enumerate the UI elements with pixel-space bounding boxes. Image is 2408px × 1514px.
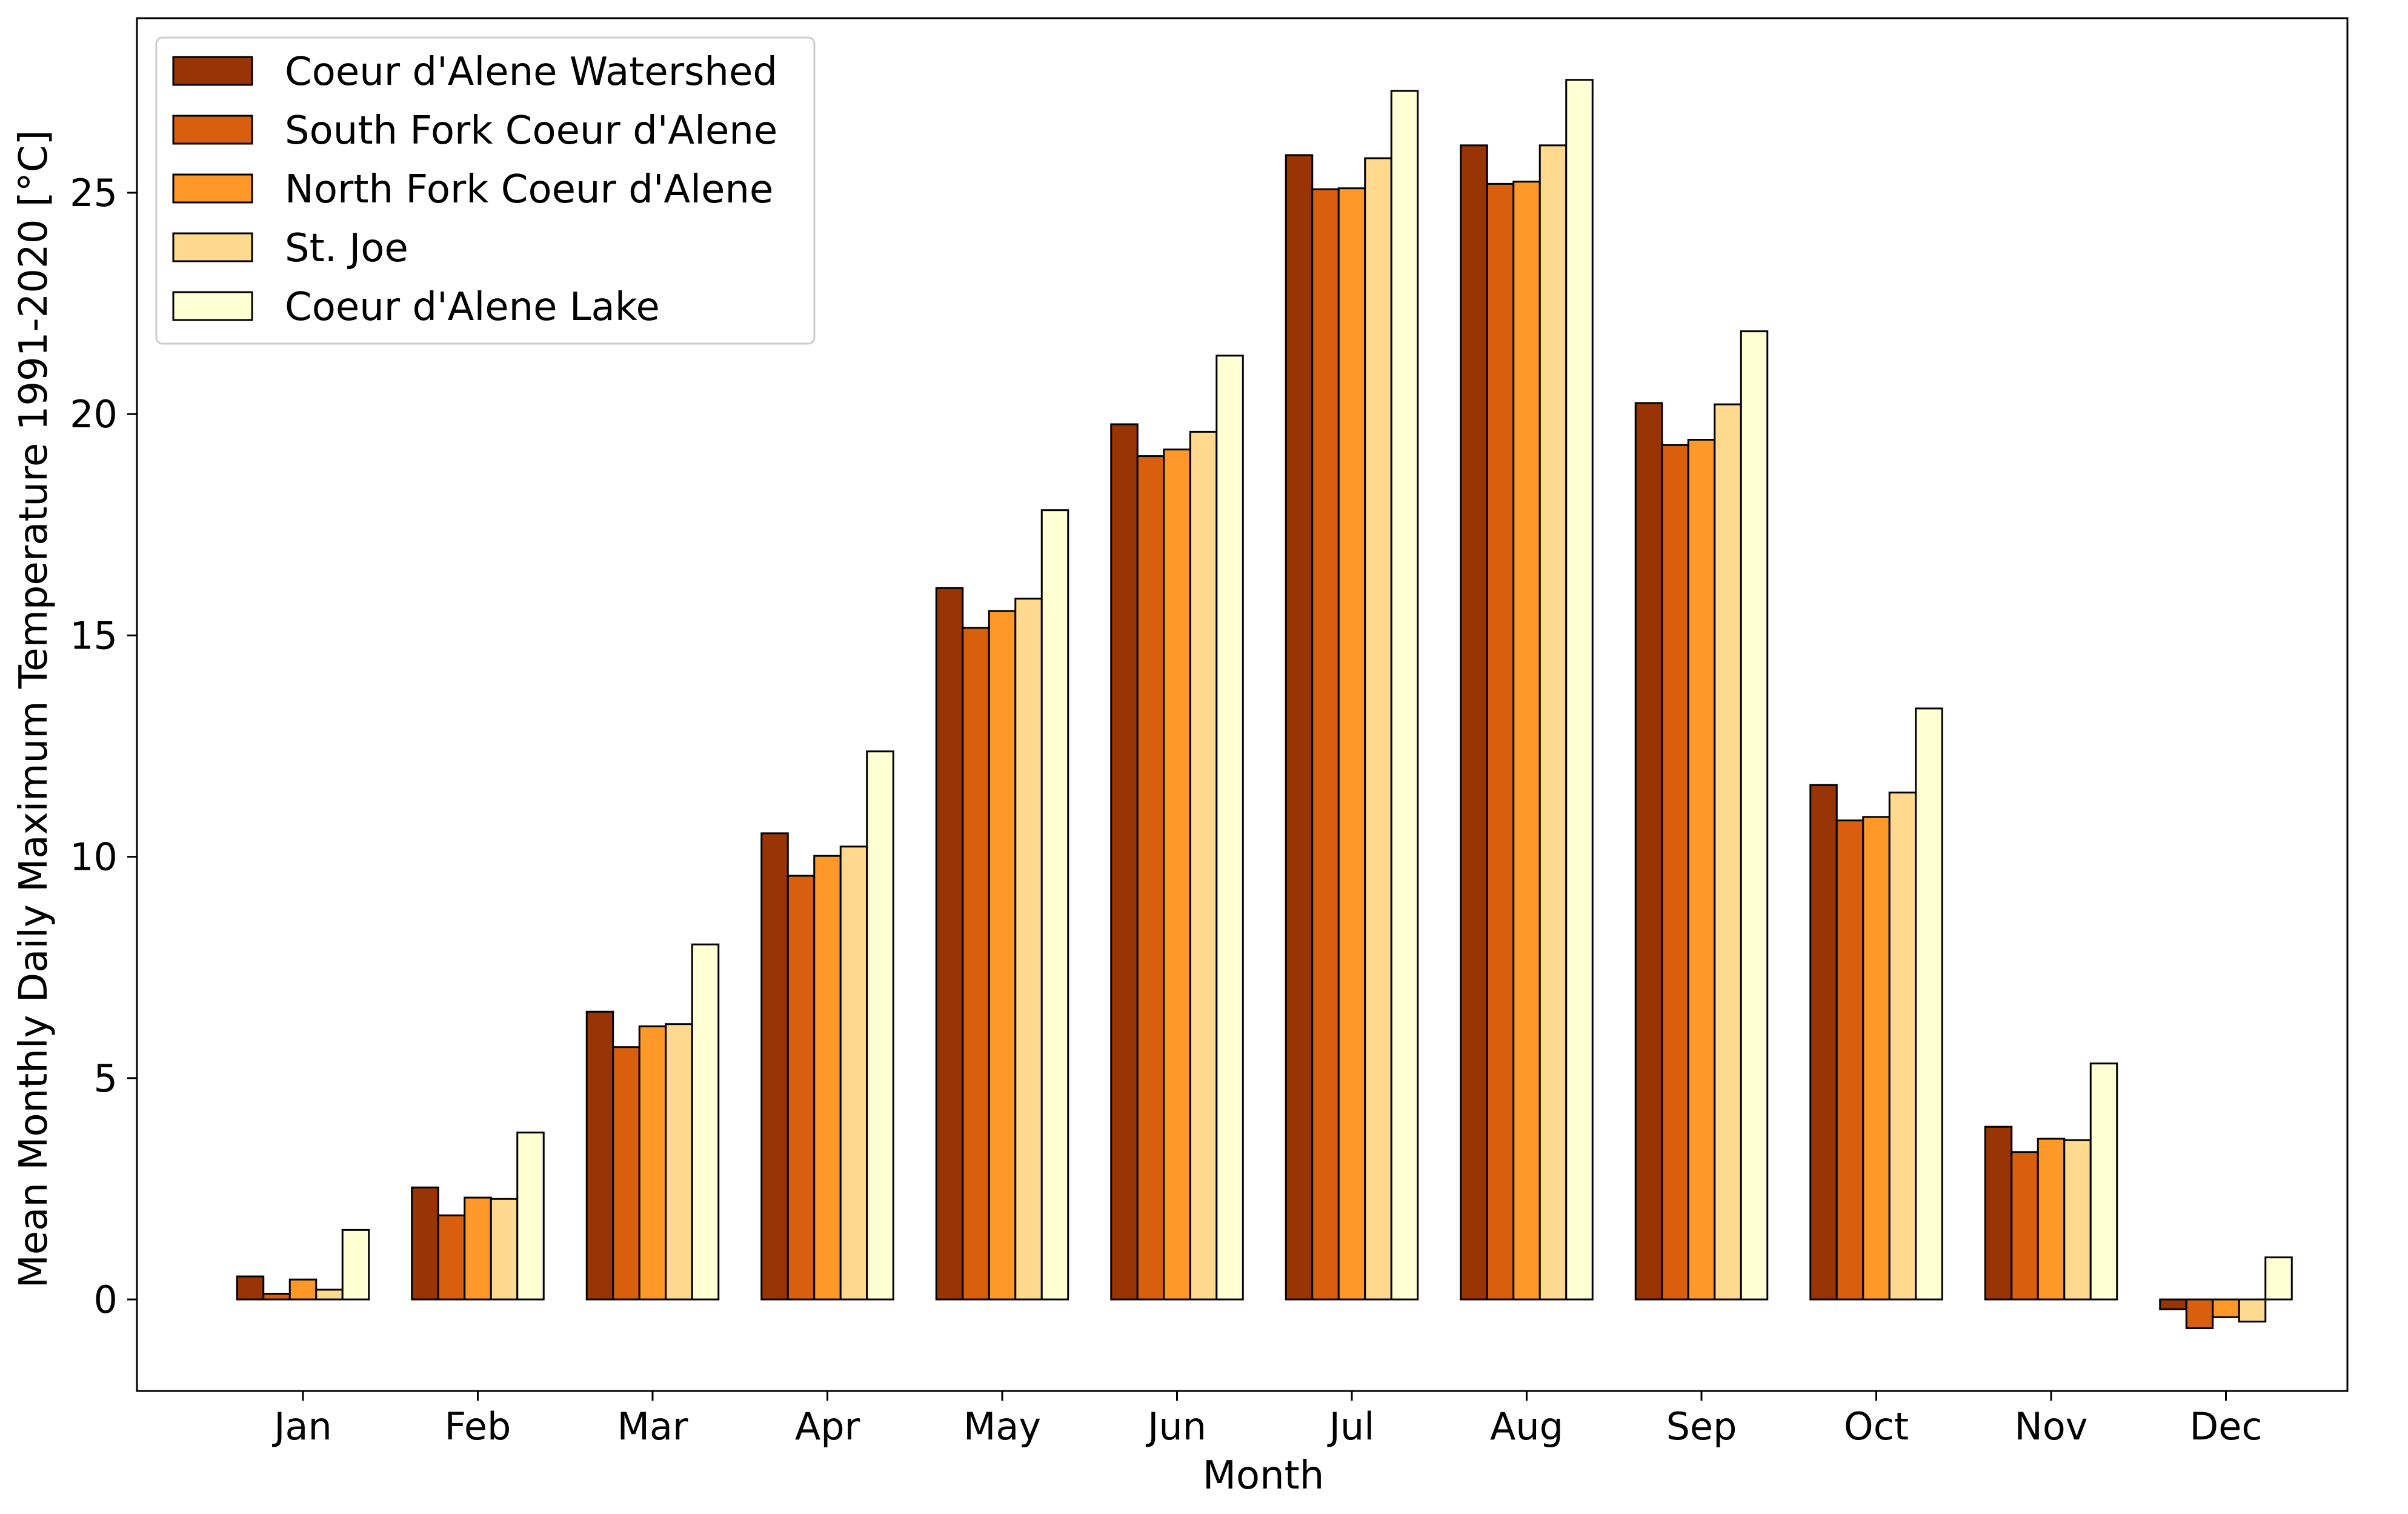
bar-north-fork-coeur-d-alene-jul xyxy=(1337,187,1366,1301)
bar-st-joe-oct xyxy=(1888,792,1917,1301)
bar-north-fork-coeur-d-alene-mar xyxy=(638,1025,667,1301)
bar-north-fork-coeur-d-alene-sep xyxy=(1687,439,1716,1301)
bars xyxy=(236,79,2293,1329)
x-tick-label-may: May xyxy=(963,1404,1041,1449)
bar-coeur-d-alene-lake-jan xyxy=(341,1229,370,1301)
legend: Coeur d'Alene Watershed South Fork Coeur … xyxy=(155,36,816,345)
bar-coeur-d-alene-watershed-oct xyxy=(1809,784,1838,1301)
bar-coeur-d-alene-lake-sep xyxy=(1740,330,1769,1301)
legend-label-st-joe: St. Joe xyxy=(285,226,408,271)
legend-swatch-coeur-d-alene-watershed xyxy=(172,56,253,86)
bar-north-fork-coeur-d-alene-feb xyxy=(464,1196,492,1301)
bar-south-fork-coeur-d-alene-apr xyxy=(787,875,816,1301)
bar-south-fork-coeur-d-alene-nov xyxy=(2011,1151,2039,1301)
bar-north-fork-coeur-d-alene-jan xyxy=(288,1278,318,1301)
bar-st-joe-may xyxy=(1014,598,1043,1301)
bar-coeur-d-alene-lake-jul xyxy=(1390,90,1419,1301)
bar-st-joe-aug xyxy=(1538,144,1568,1301)
bar-st-joe-jul xyxy=(1364,157,1392,1301)
bar-coeur-d-alene-watershed-jan xyxy=(236,1275,265,1301)
bar-coeur-d-alene-lake-feb xyxy=(516,1132,545,1301)
bar-north-fork-coeur-d-alene-apr xyxy=(813,855,842,1301)
y-tick-label-15: 15 xyxy=(70,613,118,658)
legend-label-south-fork-coeur-d-alene: South Fork Coeur d'Alene xyxy=(285,108,777,153)
bar-coeur-d-alene-lake-oct xyxy=(1915,707,1943,1301)
x-tick-label-mar: Mar xyxy=(617,1404,688,1449)
y-tick-label-10: 10 xyxy=(70,835,118,879)
bar-st-joe-sep xyxy=(1714,403,1742,1301)
x-tick-label-oct: Oct xyxy=(1844,1404,1909,1449)
bar-st-joe-dec xyxy=(2238,1298,2267,1323)
legend-label-coeur-d-alene-lake: Coeur d'Alene Lake xyxy=(285,285,660,330)
legend-label-coeur-d-alene-watershed: Coeur d'Alene Watershed xyxy=(285,50,777,95)
bar-coeur-d-alene-watershed-jun xyxy=(1110,423,1139,1301)
bar-south-fork-coeur-d-alene-may xyxy=(962,627,990,1301)
bar-north-fork-coeur-d-alene-aug xyxy=(1512,181,1541,1301)
bar-st-joe-jan xyxy=(315,1289,344,1301)
legend-swatch-north-fork-coeur-d-alene xyxy=(172,173,253,204)
x-tick-label-jul: Jul xyxy=(1327,1404,1375,1449)
bar-coeur-d-alene-watershed-nov xyxy=(1984,1125,2013,1301)
bar-st-joe-nov xyxy=(2063,1139,2092,1301)
x-tick-label-dec: Dec xyxy=(2190,1404,2263,1449)
y-tick-label-0: 0 xyxy=(94,1278,118,1322)
y-axis-label: Mean Monthly Daily Maximum Temperature 1… xyxy=(12,130,56,1289)
y-tick-label-20: 20 xyxy=(70,392,118,436)
x-tick-label-apr: Apr xyxy=(795,1404,860,1449)
bar-coeur-d-alene-watershed-dec xyxy=(2159,1298,2187,1310)
x-tick-label-nov: Nov xyxy=(2014,1404,2087,1449)
bar-coeur-d-alene-watershed-mar xyxy=(585,1010,614,1301)
legend-box xyxy=(155,36,816,345)
x-tick-label-jun: Jun xyxy=(1145,1404,1206,1449)
x-ticks: Jan Feb Mar Apr May Jun Jul Aug Sep Oct Nov Dec xyxy=(271,1391,2262,1449)
legend-swatch-st-joe xyxy=(172,232,253,262)
bar-south-fork-coeur-d-alene-feb xyxy=(437,1214,466,1301)
bar-north-fork-coeur-d-alene-may xyxy=(988,610,1017,1301)
bar-north-fork-coeur-d-alene-jun xyxy=(1163,449,1191,1301)
bar-coeur-d-alene-lake-nov xyxy=(2089,1062,2118,1301)
y-ticks: 0 5 10 15 20 25 xyxy=(70,171,137,1322)
plot-frame xyxy=(136,17,2349,1392)
bar-coeur-d-alene-lake-mar xyxy=(691,943,720,1301)
bar-south-fork-coeur-d-alene-jan xyxy=(262,1293,291,1301)
bar-st-joe-mar xyxy=(665,1023,693,1301)
bar-coeur-d-alene-watershed-feb xyxy=(411,1186,439,1301)
x-tick-label-feb: Feb xyxy=(445,1404,511,1449)
bar-coeur-d-alene-watershed-jul xyxy=(1285,154,1314,1301)
bar-coeur-d-alene-watershed-may xyxy=(935,587,964,1301)
legend-label-north-fork-coeur-d-alene: North Fork Coeur d'Alene xyxy=(285,167,773,212)
bar-coeur-d-alene-lake-aug xyxy=(1565,79,1594,1301)
bar-coeur-d-alene-watershed-sep xyxy=(1634,402,1663,1301)
bar-south-fork-coeur-d-alene-aug xyxy=(1486,182,1515,1301)
x-tick-label-jan: Jan xyxy=(271,1404,332,1449)
bar-south-fork-coeur-d-alene-mar xyxy=(612,1046,640,1301)
bar-south-fork-coeur-d-alene-jun xyxy=(1136,455,1165,1301)
bar-coeur-d-alene-watershed-aug xyxy=(1460,144,1488,1301)
bar-north-fork-coeur-d-alene-oct xyxy=(1862,816,1891,1301)
bar-north-fork-coeur-d-alene-nov xyxy=(2037,1138,2066,1301)
x-tick-label-sep: Sep xyxy=(1666,1404,1737,1449)
legend-swatch-coeur-d-alene-lake xyxy=(172,291,253,321)
x-tick-label-aug: Aug xyxy=(1490,1404,1563,1449)
bar-st-joe-feb xyxy=(490,1198,519,1301)
y-tick-label-25: 25 xyxy=(70,171,118,215)
bar-south-fork-coeur-d-alene-jul xyxy=(1311,188,1340,1301)
bar-coeur-d-alene-lake-may xyxy=(1040,509,1069,1301)
y-tick-label-5: 5 xyxy=(94,1056,118,1101)
bar-coeur-d-alene-lake-jun xyxy=(1216,355,1244,1301)
bar-st-joe-apr xyxy=(839,845,868,1301)
bar-st-joe-jun xyxy=(1189,430,1218,1301)
bar-coeur-d-alene-lake-apr xyxy=(866,750,894,1301)
x-axis-label: Month xyxy=(1203,1453,1325,1498)
bar-north-fork-coeur-d-alene-dec xyxy=(2212,1298,2240,1318)
bar-south-fork-coeur-d-alene-dec xyxy=(2185,1298,2214,1329)
bar-coeur-d-alene-lake-dec xyxy=(2264,1256,2293,1301)
bar-south-fork-coeur-d-alene-sep xyxy=(1661,444,1689,1301)
legend-swatch-south-fork-coeur-d-alene xyxy=(172,115,253,145)
bar-coeur-d-alene-watershed-apr xyxy=(760,832,789,1301)
bar-south-fork-coeur-d-alene-oct xyxy=(1835,819,1864,1301)
